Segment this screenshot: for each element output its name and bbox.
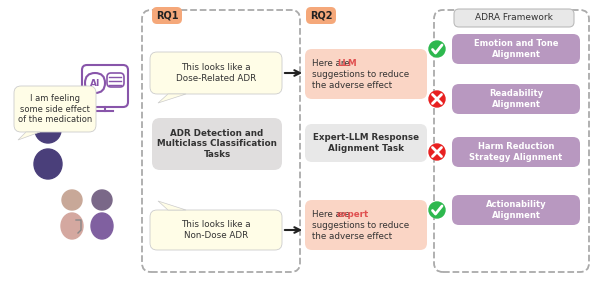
FancyBboxPatch shape	[150, 52, 282, 94]
Polygon shape	[158, 94, 186, 103]
Text: suggestions to reduce: suggestions to reduce	[312, 70, 409, 79]
Text: expert: expert	[337, 210, 370, 219]
Polygon shape	[158, 201, 186, 210]
Text: Here are: Here are	[312, 210, 352, 219]
Text: LLM: LLM	[337, 59, 356, 68]
Text: ADRA Framework: ADRA Framework	[475, 14, 553, 23]
Circle shape	[429, 41, 445, 57]
Ellipse shape	[61, 213, 83, 239]
FancyBboxPatch shape	[452, 34, 580, 64]
Text: This looks like a
Non-Dose ADR: This looks like a Non-Dose ADR	[181, 220, 251, 240]
Circle shape	[429, 91, 445, 107]
Text: This looks like a
Dose-Related ADR: This looks like a Dose-Related ADR	[176, 63, 256, 83]
FancyBboxPatch shape	[452, 195, 580, 225]
Circle shape	[429, 202, 445, 218]
Circle shape	[62, 190, 82, 210]
Ellipse shape	[34, 149, 62, 179]
Circle shape	[429, 144, 445, 160]
FancyBboxPatch shape	[150, 210, 282, 250]
Text: AI: AI	[90, 78, 100, 87]
Circle shape	[35, 117, 61, 143]
FancyBboxPatch shape	[14, 86, 96, 132]
FancyBboxPatch shape	[152, 7, 182, 24]
FancyBboxPatch shape	[305, 49, 427, 99]
Text: the adverse effect: the adverse effect	[312, 232, 392, 241]
Text: Emotion and Tone
Alignment: Emotion and Tone Alignment	[474, 39, 558, 59]
Text: the adverse effect: the adverse effect	[312, 81, 392, 90]
Text: Readability
Alignment: Readability Alignment	[489, 89, 543, 109]
Ellipse shape	[91, 213, 113, 239]
Text: Harm Reduction
Strategy Alignment: Harm Reduction Strategy Alignment	[470, 142, 563, 162]
FancyBboxPatch shape	[454, 9, 574, 27]
FancyBboxPatch shape	[452, 84, 580, 114]
Text: Actionability
Alignment: Actionability Alignment	[486, 200, 547, 220]
Text: Expert-LLM Response
Alignment Task: Expert-LLM Response Alignment Task	[313, 133, 419, 153]
FancyBboxPatch shape	[305, 124, 427, 162]
FancyBboxPatch shape	[152, 118, 282, 170]
FancyBboxPatch shape	[305, 200, 427, 250]
Text: RQ2: RQ2	[310, 10, 332, 20]
Text: I am feeling
some side effect
of the medication: I am feeling some side effect of the med…	[18, 94, 92, 124]
Text: suggestions to reduce: suggestions to reduce	[312, 221, 409, 230]
Text: RQ1: RQ1	[156, 10, 178, 20]
Text: Here are: Here are	[312, 59, 352, 68]
Polygon shape	[18, 132, 40, 140]
FancyBboxPatch shape	[452, 137, 580, 167]
Circle shape	[92, 190, 112, 210]
FancyBboxPatch shape	[306, 7, 336, 24]
Text: ADR Detection and
Multiclass Classification
Tasks: ADR Detection and Multiclass Classificat…	[157, 129, 277, 159]
